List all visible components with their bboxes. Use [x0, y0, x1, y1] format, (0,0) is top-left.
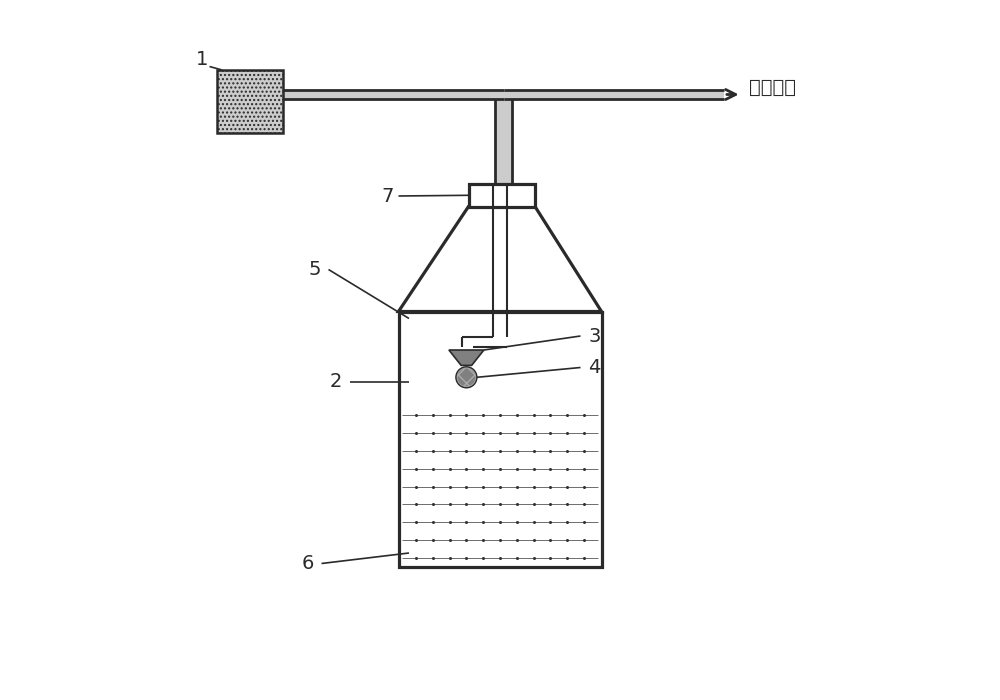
- Bar: [468, 184, 535, 206]
- Text: 6: 6: [301, 554, 314, 573]
- Bar: [402, 410, 598, 564]
- Text: 3: 3: [588, 326, 601, 346]
- Text: 至流量计: 至流量计: [748, 78, 796, 97]
- Polygon shape: [504, 90, 724, 99]
- Polygon shape: [449, 350, 484, 365]
- Text: 1: 1: [196, 50, 209, 69]
- Text: 4: 4: [588, 358, 601, 377]
- Bar: [398, 312, 602, 567]
- Text: 2: 2: [329, 372, 342, 391]
- Text: 5: 5: [308, 260, 321, 279]
- Polygon shape: [398, 206, 602, 312]
- Polygon shape: [283, 90, 504, 99]
- Text: 7: 7: [382, 186, 394, 206]
- Polygon shape: [495, 99, 512, 184]
- Circle shape: [456, 367, 477, 388]
- Bar: [217, 70, 283, 133]
